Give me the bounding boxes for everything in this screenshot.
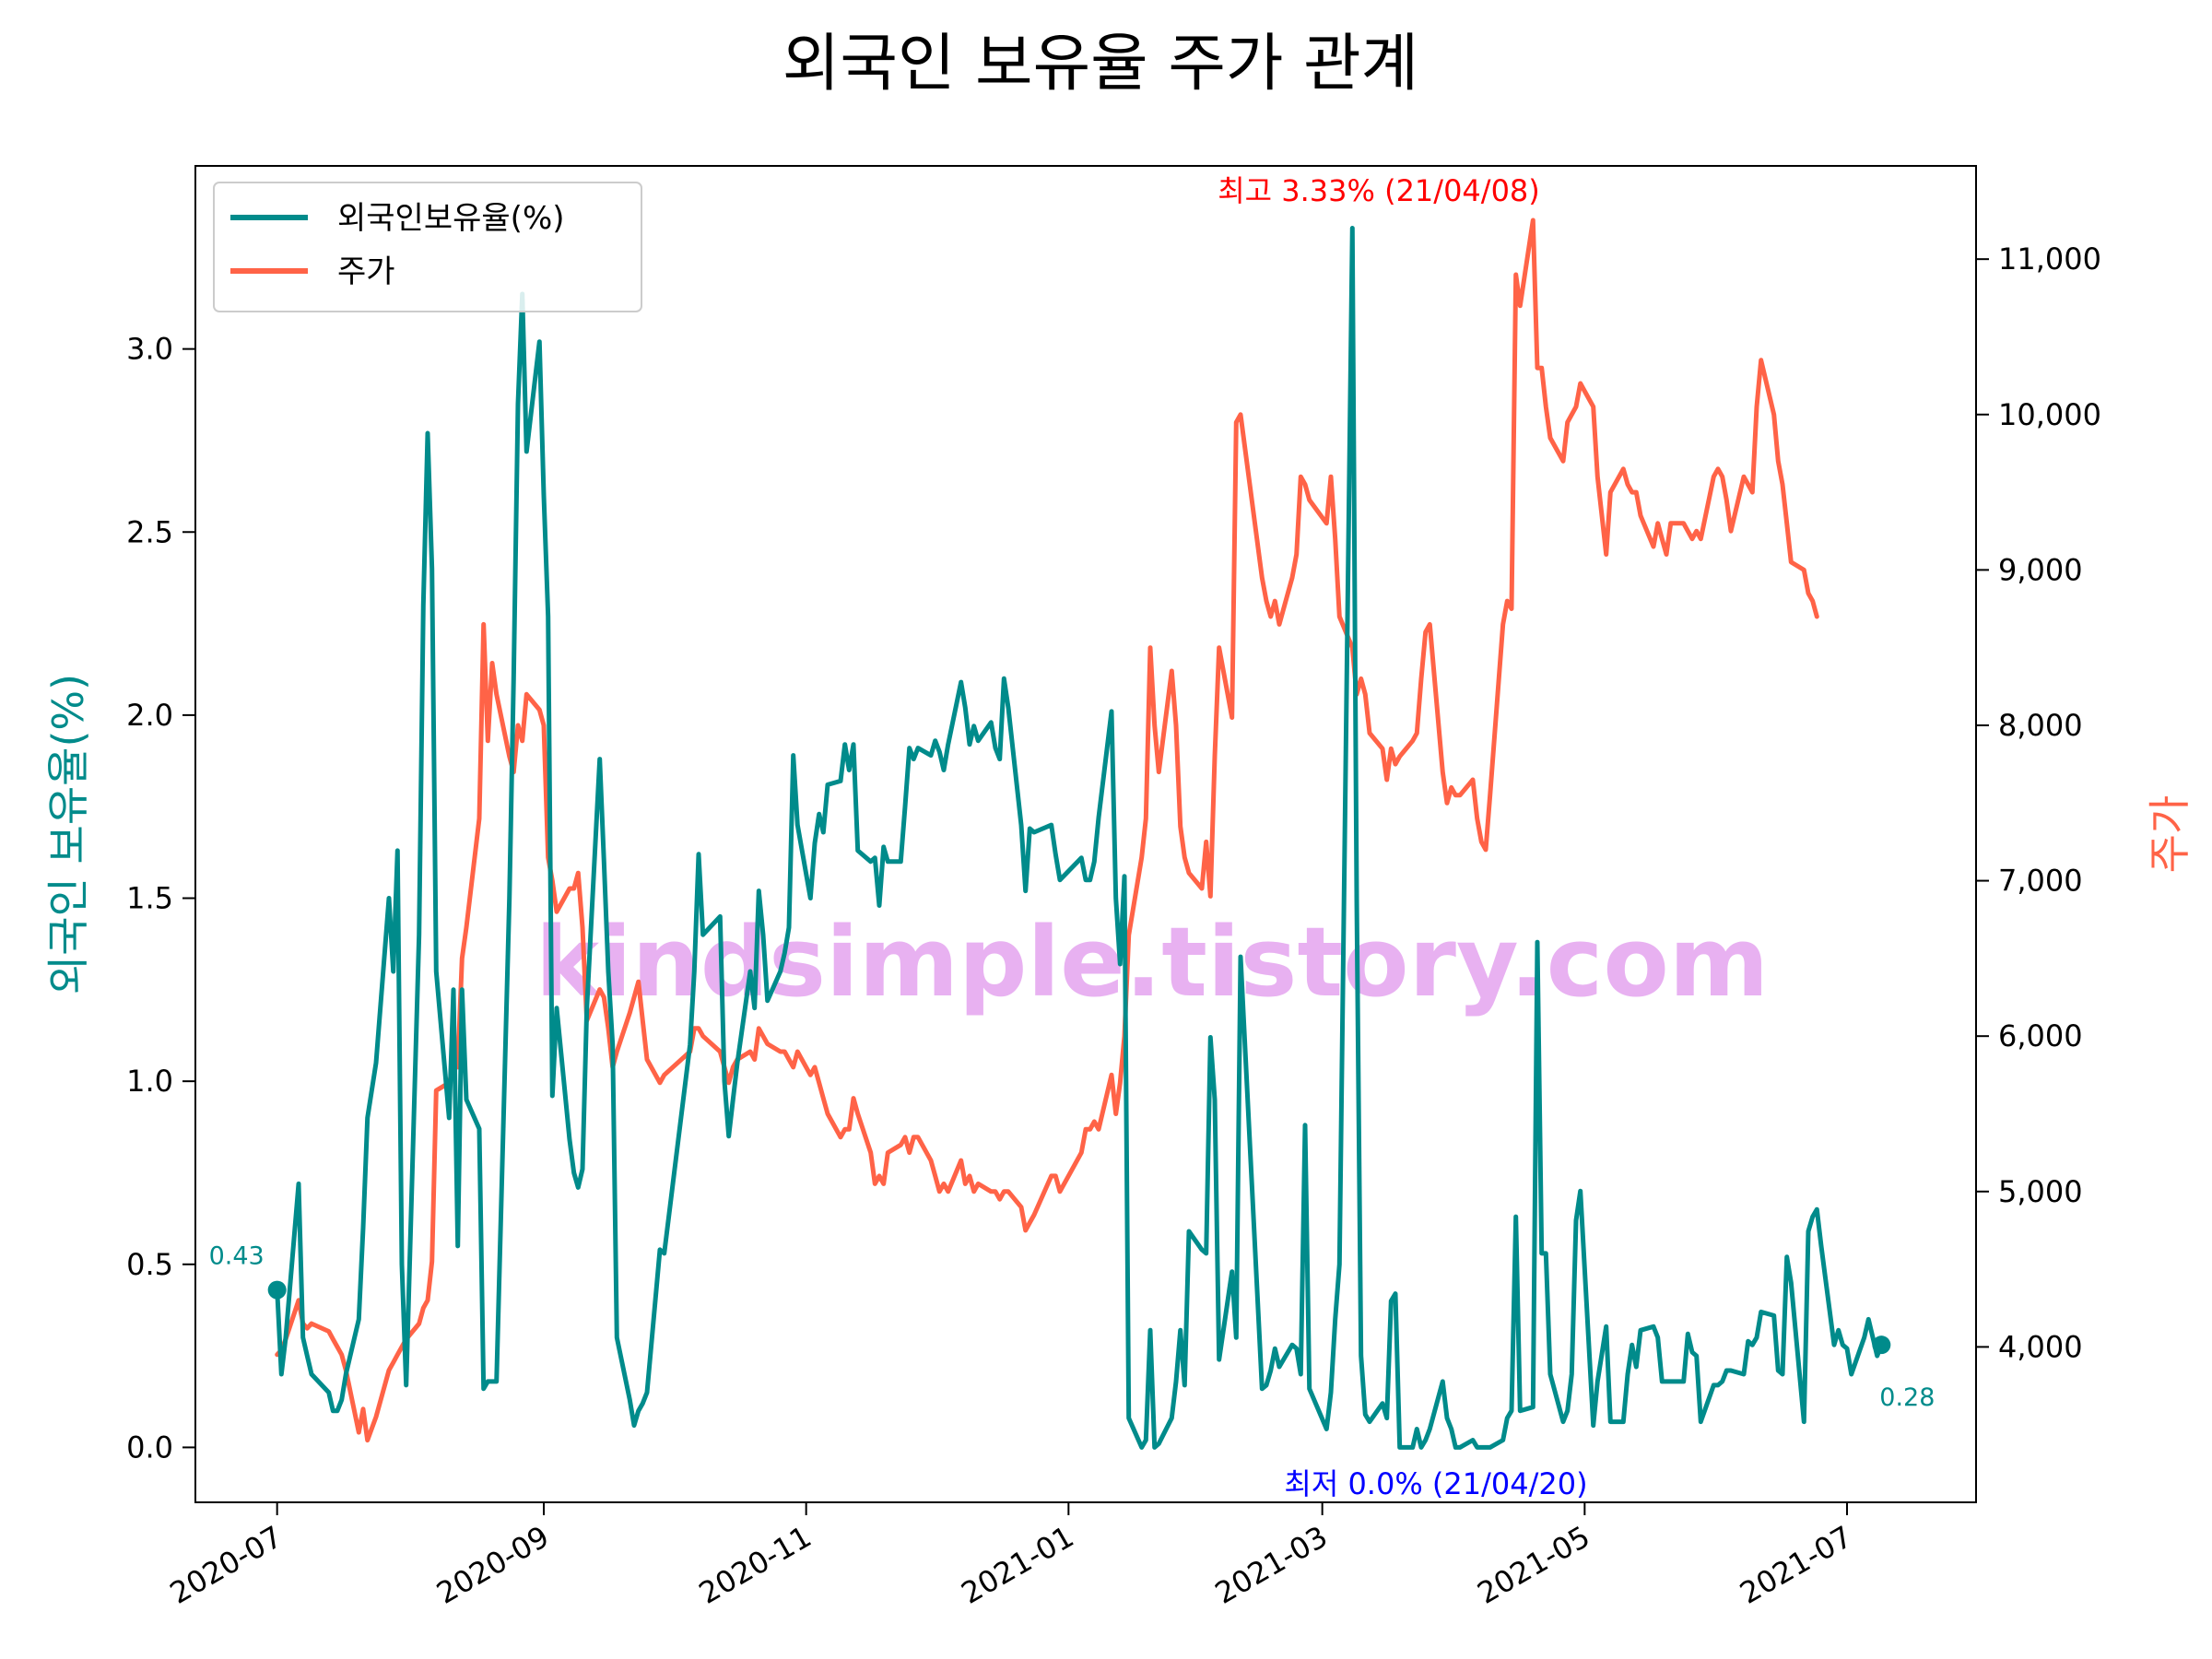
legend-label-ownership: 외국인보유율(%) bbox=[337, 200, 565, 237]
end-point-marker bbox=[1872, 1335, 1891, 1355]
y-axis-left: 0.0 0.5 1.0 1.5 2.0 2.5 3.0 bbox=[126, 332, 195, 1465]
y1-tick-label-0: 0.0 bbox=[126, 1430, 173, 1465]
start-point-marker bbox=[267, 1280, 287, 1300]
x-tick-label-5: 2021-05 bbox=[1472, 1519, 1596, 1611]
y2-tick-label-2: 6,000 bbox=[1998, 1018, 2083, 1053]
x-tick-label-4: 2021-03 bbox=[1209, 1519, 1334, 1611]
series-line-ownership bbox=[275, 226, 1884, 1450]
y1-tick-label-3: 1.5 bbox=[126, 881, 173, 916]
watermark-layer: kindsimple.tistory.com bbox=[535, 906, 1769, 1018]
y1-tick-label-4: 2.0 bbox=[126, 698, 173, 733]
series-line-price bbox=[275, 218, 1819, 1443]
end-value-label: 0.28 bbox=[1879, 1383, 1935, 1412]
y1-tick-label-2: 1.0 bbox=[126, 1064, 173, 1099]
x-tick-label-6: 2021-07 bbox=[1734, 1519, 1858, 1611]
y2-tick-label-5: 9,000 bbox=[1998, 552, 2083, 587]
y-axis-right-label: 주가 bbox=[2145, 795, 2194, 874]
legend: 외국인보유율(%) 주가 bbox=[213, 182, 642, 312]
y-axis-right: 4,000 5,000 6,000 7,000 8,000 9,000 10,000 11,0… bbox=[1976, 241, 2101, 1364]
y2-tick-label-1: 5,000 bbox=[1998, 1174, 2083, 1209]
y-axis-left-label: 외국인 보유율(%) bbox=[43, 674, 93, 994]
y1-tick-label-5: 2.5 bbox=[126, 514, 173, 549]
y2-tick-label-7: 11,000 bbox=[1998, 241, 2101, 276]
plot-frame bbox=[194, 165, 1977, 1503]
y1-tick-label-6: 3.0 bbox=[126, 332, 173, 367]
x-tick-label-2: 2020-11 bbox=[693, 1519, 818, 1611]
y2-tick-label-6: 10,000 bbox=[1998, 397, 2101, 432]
min-annotation: 최저 0.0% (21/04/20) bbox=[1284, 1466, 1587, 1501]
x-axis: 2020-07 2020-09 2020-11 2021-01 2021-03 2021-… bbox=[164, 1502, 1858, 1611]
start-value-label: 0.43 bbox=[209, 1242, 265, 1271]
annotations-layer: 0.43 0.28 최고 3.33% (21/04/08) 최저 0.0% (21/0… bbox=[209, 173, 1936, 1501]
y2-tick-label-4: 8,000 bbox=[1998, 708, 2083, 743]
max-annotation: 최고 3.33% (21/04/08) bbox=[1218, 173, 1540, 208]
legend-box bbox=[213, 182, 642, 312]
y2-tick-label-0: 4,000 bbox=[1998, 1329, 2083, 1364]
x-tick-label-0: 2020-07 bbox=[164, 1519, 288, 1611]
y1-tick-label-1: 0.5 bbox=[126, 1247, 173, 1282]
x-tick-label-3: 2021-01 bbox=[956, 1519, 1080, 1611]
y2-tick-label-3: 7,000 bbox=[1998, 864, 2083, 899]
x-tick-label-1: 2020-09 bbox=[430, 1519, 555, 1611]
legend-label-price: 주가 bbox=[337, 253, 395, 290]
watermark-text: kindsimple.tistory.com bbox=[535, 906, 1769, 1018]
chart-title: 외국인 보유율 주가 관계 bbox=[782, 28, 1418, 100]
series-layer bbox=[275, 218, 1884, 1450]
